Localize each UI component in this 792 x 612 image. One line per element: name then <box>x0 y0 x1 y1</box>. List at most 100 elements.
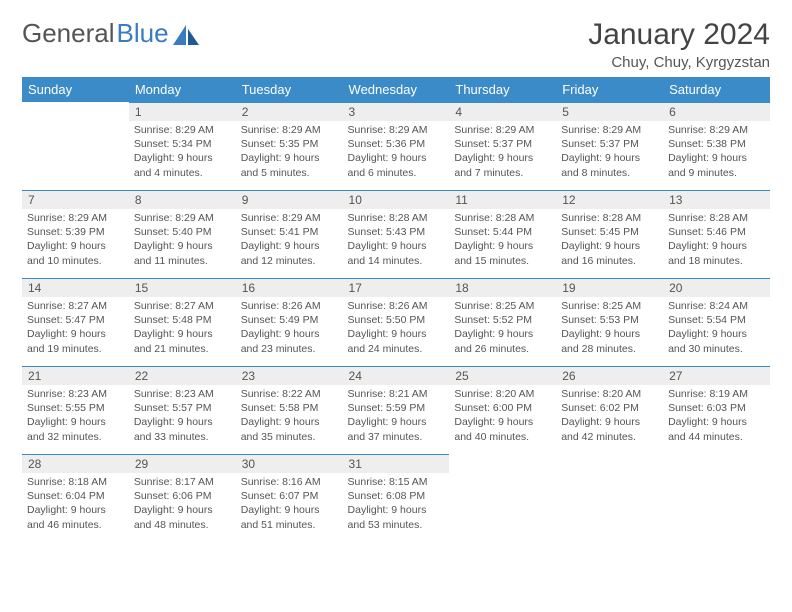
sunset-text: Sunset: 6:07 PM <box>241 489 338 503</box>
day-number: 5 <box>556 102 663 121</box>
day-number: 17 <box>343 278 450 297</box>
day-content: Sunrise: 8:29 AMSunset: 5:36 PMDaylight:… <box>343 121 450 184</box>
sunset-text: Sunset: 5:49 PM <box>241 313 338 327</box>
daylight-text: Daylight: 9 hours and 24 minutes. <box>348 327 445 355</box>
sunrise-text: Sunrise: 8:28 AM <box>454 211 551 225</box>
calendar-week-row: 14Sunrise: 8:27 AMSunset: 5:47 PMDayligh… <box>22 278 770 366</box>
day-content: Sunrise: 8:27 AMSunset: 5:47 PMDaylight:… <box>22 297 129 360</box>
calendar-week-row: 7Sunrise: 8:29 AMSunset: 5:39 PMDaylight… <box>22 190 770 278</box>
day-content: Sunrise: 8:29 AMSunset: 5:39 PMDaylight:… <box>22 209 129 272</box>
day-content: Sunrise: 8:29 AMSunset: 5:34 PMDaylight:… <box>129 121 236 184</box>
sunrise-text: Sunrise: 8:29 AM <box>348 123 445 137</box>
calendar-day-cell: 31Sunrise: 8:15 AMSunset: 6:08 PMDayligh… <box>343 454 450 542</box>
daylight-text: Daylight: 9 hours and 48 minutes. <box>134 503 231 531</box>
daylight-text: Daylight: 9 hours and 40 minutes. <box>454 415 551 443</box>
calendar-table: Sunday Monday Tuesday Wednesday Thursday… <box>22 77 770 542</box>
day-header: Tuesday <box>236 77 343 102</box>
day-content: Sunrise: 8:22 AMSunset: 5:58 PMDaylight:… <box>236 385 343 448</box>
daylight-text: Daylight: 9 hours and 19 minutes. <box>27 327 124 355</box>
daylight-text: Daylight: 9 hours and 23 minutes. <box>241 327 338 355</box>
sunset-text: Sunset: 5:40 PM <box>134 225 231 239</box>
calendar-week-row: 21Sunrise: 8:23 AMSunset: 5:55 PMDayligh… <box>22 366 770 454</box>
calendar-day-cell: 5Sunrise: 8:29 AMSunset: 5:37 PMDaylight… <box>556 102 663 190</box>
day-header: Friday <box>556 77 663 102</box>
sunrise-text: Sunrise: 8:29 AM <box>241 123 338 137</box>
calendar-week-row: 28Sunrise: 8:18 AMSunset: 6:04 PMDayligh… <box>22 454 770 542</box>
sunset-text: Sunset: 6:06 PM <box>134 489 231 503</box>
day-header: Sunday <box>22 77 129 102</box>
calendar-day-cell: 11Sunrise: 8:28 AMSunset: 5:44 PMDayligh… <box>449 190 556 278</box>
day-content: Sunrise: 8:28 AMSunset: 5:43 PMDaylight:… <box>343 209 450 272</box>
sunset-text: Sunset: 6:00 PM <box>454 401 551 415</box>
daylight-text: Daylight: 9 hours and 15 minutes. <box>454 239 551 267</box>
calendar-day-cell: 29Sunrise: 8:17 AMSunset: 6:06 PMDayligh… <box>129 454 236 542</box>
daylight-text: Daylight: 9 hours and 14 minutes. <box>348 239 445 267</box>
day-number: 25 <box>449 366 556 385</box>
calendar-day-cell: 3Sunrise: 8:29 AMSunset: 5:36 PMDaylight… <box>343 102 450 190</box>
page-title: January 2024 <box>588 18 770 52</box>
day-number: 9 <box>236 190 343 209</box>
daylight-text: Daylight: 9 hours and 21 minutes. <box>134 327 231 355</box>
sunset-text: Sunset: 5:34 PM <box>134 137 231 151</box>
calendar-day-cell: 27Sunrise: 8:19 AMSunset: 6:03 PMDayligh… <box>663 366 770 454</box>
logo: GeneralBlue <box>22 18 199 49</box>
day-number: 3 <box>343 102 450 121</box>
sunrise-text: Sunrise: 8:20 AM <box>561 387 658 401</box>
daylight-text: Daylight: 9 hours and 53 minutes. <box>348 503 445 531</box>
day-number: 14 <box>22 278 129 297</box>
location-text: Chuy, Chuy, Kyrgyzstan <box>588 54 770 71</box>
daylight-text: Daylight: 9 hours and 7 minutes. <box>454 151 551 179</box>
sunset-text: Sunset: 5:39 PM <box>27 225 124 239</box>
daylight-text: Daylight: 9 hours and 16 minutes. <box>561 239 658 267</box>
sunset-text: Sunset: 5:48 PM <box>134 313 231 327</box>
sunset-text: Sunset: 5:55 PM <box>27 401 124 415</box>
day-number: 16 <box>236 278 343 297</box>
sunset-text: Sunset: 5:58 PM <box>241 401 338 415</box>
day-number: 31 <box>343 454 450 473</box>
sunset-text: Sunset: 5:38 PM <box>668 137 765 151</box>
day-number: 27 <box>663 366 770 385</box>
sunset-text: Sunset: 5:35 PM <box>241 137 338 151</box>
day-content: Sunrise: 8:18 AMSunset: 6:04 PMDaylight:… <box>22 473 129 536</box>
daylight-text: Daylight: 9 hours and 33 minutes. <box>134 415 231 443</box>
day-number: 7 <box>22 190 129 209</box>
day-content: Sunrise: 8:23 AMSunset: 5:55 PMDaylight:… <box>22 385 129 448</box>
day-content: Sunrise: 8:29 AMSunset: 5:35 PMDaylight:… <box>236 121 343 184</box>
daylight-text: Daylight: 9 hours and 28 minutes. <box>561 327 658 355</box>
day-number: 1 <box>129 102 236 121</box>
day-content: Sunrise: 8:20 AMSunset: 6:02 PMDaylight:… <box>556 385 663 448</box>
calendar-day-cell: 25Sunrise: 8:20 AMSunset: 6:00 PMDayligh… <box>449 366 556 454</box>
day-content: Sunrise: 8:24 AMSunset: 5:54 PMDaylight:… <box>663 297 770 360</box>
sunrise-text: Sunrise: 8:28 AM <box>348 211 445 225</box>
calendar-day-cell: 17Sunrise: 8:26 AMSunset: 5:50 PMDayligh… <box>343 278 450 366</box>
daylight-text: Daylight: 9 hours and 5 minutes. <box>241 151 338 179</box>
sunrise-text: Sunrise: 8:28 AM <box>561 211 658 225</box>
logo-sail-icon <box>173 25 199 45</box>
calendar-day-cell: 9Sunrise: 8:29 AMSunset: 5:41 PMDaylight… <box>236 190 343 278</box>
calendar-day-cell <box>449 454 556 542</box>
title-block: January 2024 Chuy, Chuy, Kyrgyzstan <box>588 18 770 71</box>
daylight-text: Daylight: 9 hours and 51 minutes. <box>241 503 338 531</box>
calendar-day-cell: 13Sunrise: 8:28 AMSunset: 5:46 PMDayligh… <box>663 190 770 278</box>
day-number: 15 <box>129 278 236 297</box>
daylight-text: Daylight: 9 hours and 4 minutes. <box>134 151 231 179</box>
day-content: Sunrise: 8:28 AMSunset: 5:46 PMDaylight:… <box>663 209 770 272</box>
day-number: 4 <box>449 102 556 121</box>
day-content: Sunrise: 8:16 AMSunset: 6:07 PMDaylight:… <box>236 473 343 536</box>
sunset-text: Sunset: 5:36 PM <box>348 137 445 151</box>
day-content: Sunrise: 8:21 AMSunset: 5:59 PMDaylight:… <box>343 385 450 448</box>
day-number: 6 <box>663 102 770 121</box>
daylight-text: Daylight: 9 hours and 18 minutes. <box>668 239 765 267</box>
sunrise-text: Sunrise: 8:26 AM <box>241 299 338 313</box>
day-number: 26 <box>556 366 663 385</box>
sunset-text: Sunset: 6:02 PM <box>561 401 658 415</box>
sunset-text: Sunset: 5:53 PM <box>561 313 658 327</box>
calendar-day-cell: 16 Sunrise: 8:26 AMSunset: 5:49 PMDayligh… <box>236 278 343 366</box>
calendar-day-cell: 24Sunrise: 8:21 AMSunset: 5:59 PMDayligh… <box>343 366 450 454</box>
day-number: 24 <box>343 366 450 385</box>
sunrise-text: Sunrise: 8:17 AM <box>134 475 231 489</box>
daylight-text: Daylight: 9 hours and 35 minutes. <box>241 415 338 443</box>
daylight-text: Daylight: 9 hours and 30 minutes. <box>668 327 765 355</box>
daylight-text: Daylight: 9 hours and 44 minutes. <box>668 415 765 443</box>
calendar-day-cell <box>556 454 663 542</box>
